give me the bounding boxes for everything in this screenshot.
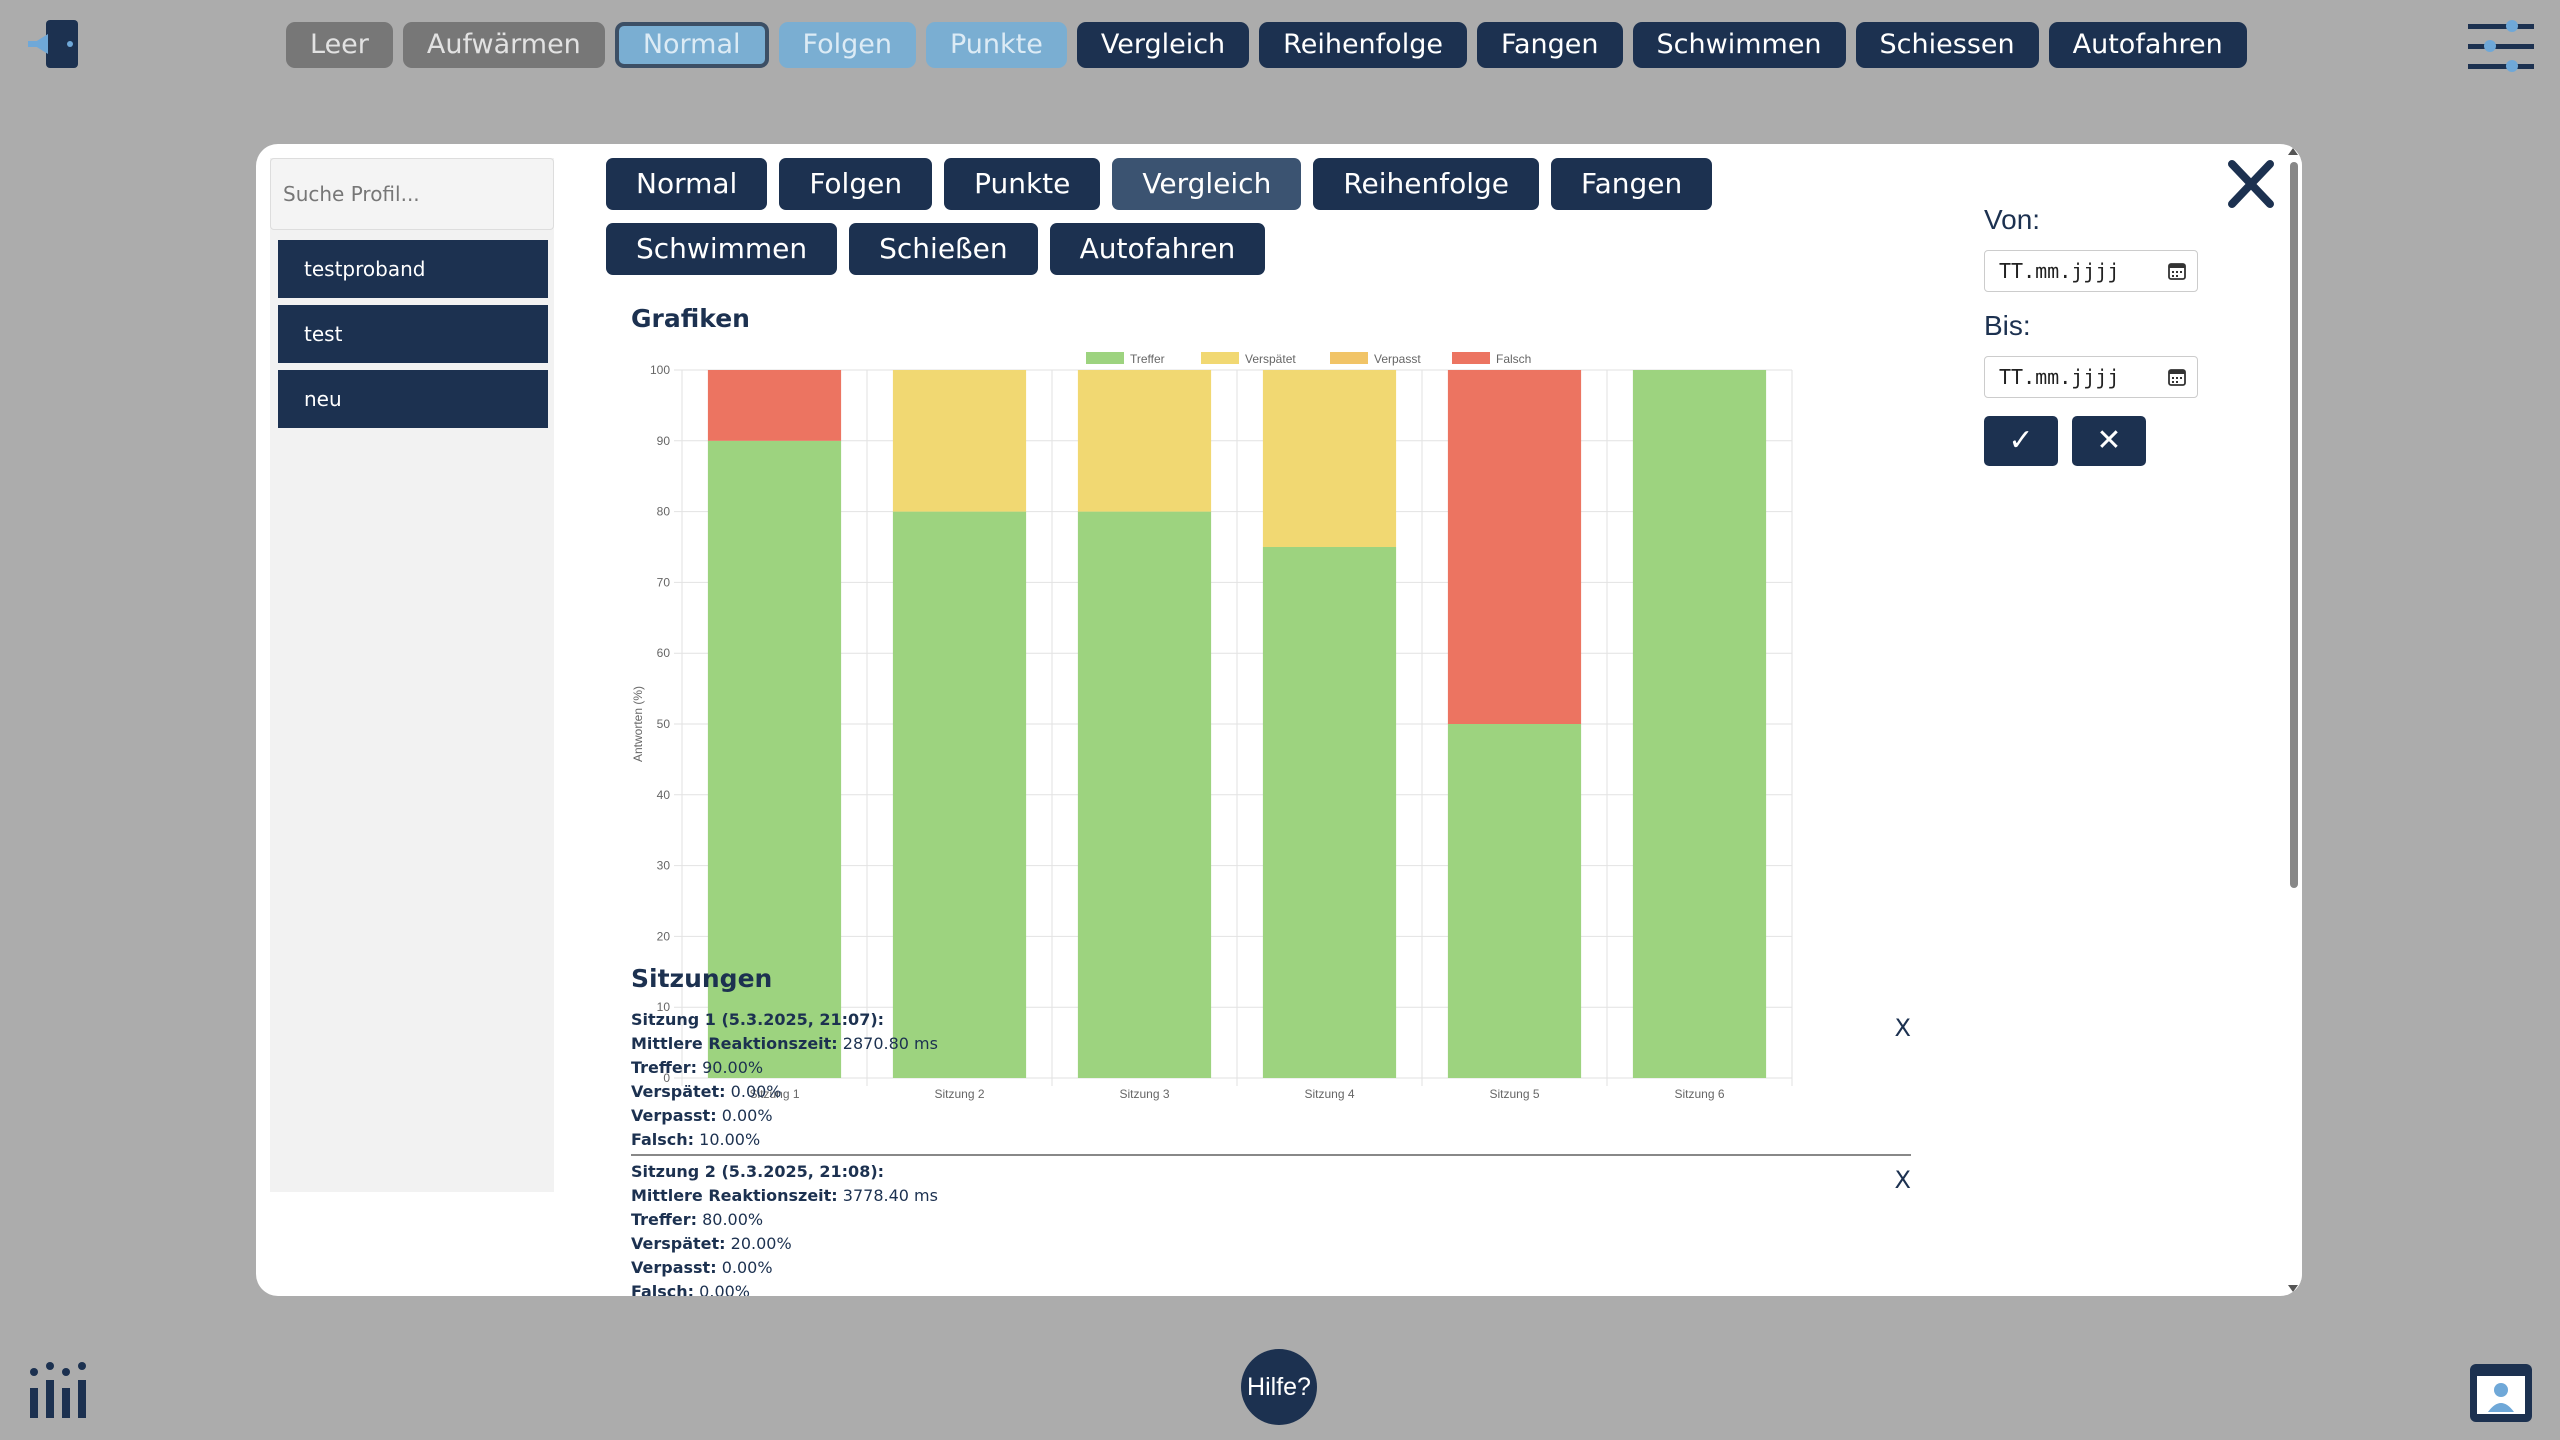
date-filter-panel: Von: TT.mm.jjjj Bis: TT.mm.jjjj ✓ ✕ [1984,204,2244,466]
from-date-input[interactable]: TT.mm.jjjj [1984,250,2198,292]
x-tick-label: Sitzung 3 [1119,1087,1169,1101]
y-tick-label: 30 [657,859,671,873]
tab-folgen[interactable]: Folgen [779,158,933,210]
legend-label: Verspätet [1245,352,1296,366]
scroll-up-arrow-icon[interactable] [2288,148,2298,155]
calendar-icon[interactable] [2167,261,2187,281]
statistics-bars-icon[interactable] [28,1362,90,1418]
y-tick-label: 20 [657,929,671,943]
statistics-modal: testproband test neu Normal Folgen Punkt… [256,144,2302,1296]
to-date-input[interactable]: TT.mm.jjjj [1984,356,2198,398]
y-tick-label: 80 [657,505,671,519]
bar-segment [1447,370,1582,724]
profile-search-input[interactable] [270,158,554,230]
mode-tabs: Normal Folgen Punkte Vergleich Reihenfol… [606,158,1946,275]
nav-reihenfolge[interactable]: Reihenfolge [1259,22,1467,68]
tab-reihenfolge[interactable]: Reihenfolge [1313,158,1540,210]
tab-normal[interactable]: Normal [606,158,768,210]
profile-sidebar: testproband test neu [270,158,554,1192]
tab-autofahren[interactable]: Autofahren [1049,223,1266,275]
bar-segment [892,370,1027,512]
x-tick-label: Sitzung 6 [1674,1087,1724,1101]
profile-card-icon[interactable] [2468,1362,2534,1424]
legend-swatch [1330,352,1368,364]
x-tick-label: Sitzung 4 [1304,1087,1354,1101]
nav-punkte[interactable]: Punkte [925,22,1067,68]
session-entry: Sitzung 2 (5.3.2025, 21:08): Mittlere Re… [631,1156,1911,1296]
nav-autofahren[interactable]: Autofahren [2048,22,2247,68]
tab-fangen[interactable]: Fangen [1551,158,1713,210]
profile-list: testproband test neu [278,240,548,435]
tab-vergleich[interactable]: Vergleich [1112,158,1302,210]
bar-segment [707,440,842,1078]
session-title: Sitzung 2 (5.3.2025, 21:08): [631,1162,885,1181]
scrollbar-thumb[interactable] [2290,162,2298,888]
sessions-title: Sitzungen [631,964,773,993]
from-label: Von: [1984,204,2041,235]
bar-segment [1262,370,1397,547]
nav-schwimmen[interactable]: Schwimmen [1632,22,1846,68]
bar-segment [1077,511,1212,1079]
y-tick-label: 70 [657,575,671,589]
profile-item[interactable]: testproband [278,240,548,298]
bar-segment [892,511,1027,1079]
nav-vergleich[interactable]: Vergleich [1076,22,1250,68]
y-tick-label: 0 [663,1071,670,1085]
apply-date-filter-button[interactable]: ✓ [1984,416,2058,466]
help-button[interactable]: Hilfe? [1241,1349,1317,1425]
stacked-bar-chart: Treffer Verspätet Verpasst Falsch 0 10 20 30 40 5… [631,352,1793,1101]
sessions-list: Sitzung 1 (5.3.2025, 21:07): Mittlere Re… [631,1004,1911,1296]
x-tick-label: Sitzung 1 [749,1087,799,1101]
exit-door-icon[interactable] [28,14,88,74]
bar-segment [1447,724,1582,1078]
y-tick-label: 90 [657,434,671,448]
tab-schwimmen[interactable]: Schwimmen [606,223,838,275]
y-tick-label: 100 [650,363,670,377]
nav-aufwaermen[interactable]: Aufwärmen [402,22,605,68]
x-tick-label: Sitzung 5 [1489,1087,1539,1101]
bar-segment [1632,370,1767,1078]
legend-swatch [1086,352,1124,364]
calendar-icon[interactable] [2167,367,2187,387]
to-date-value: TT.mm.jjjj [1999,365,2120,389]
y-tick-label: 10 [657,1000,671,1014]
y-axis-label: Antworten (%) [631,686,645,762]
legend-label: Falsch [1496,352,1531,366]
delete-session-button[interactable]: X [1894,1166,1911,1194]
nav-normal[interactable]: Normal [614,22,769,68]
tab-punkte[interactable]: Punkte [944,158,1101,210]
nav-leer[interactable]: Leer [286,22,393,68]
clear-date-filter-button[interactable]: ✕ [2072,416,2146,466]
scroll-down-arrow-icon[interactable] [2288,1285,2298,1292]
profile-item[interactable]: test [278,305,548,363]
y-tick-label: 40 [657,788,671,802]
session-title: Sitzung 1 (5.3.2025, 21:07): [631,1010,885,1029]
legend-label: Treffer [1130,352,1165,366]
modal-scrollbar[interactable] [2286,144,2302,1296]
nav-schiessen[interactable]: Schiessen [1855,22,2039,68]
y-tick-label: 50 [657,717,671,731]
delete-session-button[interactable]: X [1894,1014,1911,1042]
tab-schiessen[interactable]: Schießen [849,223,1038,275]
close-modal-icon[interactable] [2226,158,2276,210]
session-entry: Sitzung 1 (5.3.2025, 21:07): Mittlere Re… [631,1004,1911,1156]
bar-segment [1077,370,1212,512]
bar-segment [707,370,842,441]
bar-segment [1262,547,1397,1078]
to-label: Bis: [1984,310,2031,341]
legend-swatch [1201,352,1239,364]
graphs-title: Grafiken [631,304,750,333]
nav-folgen[interactable]: Folgen [778,22,916,68]
legend-label: Verpasst [1374,352,1421,366]
nav-fangen[interactable]: Fangen [1476,22,1623,68]
top-navigation: Leer Aufwärmen Normal Folgen Punkte Verg… [286,22,2247,68]
y-tick-label: 60 [657,646,671,660]
settings-sliders-icon[interactable] [2468,14,2534,78]
x-tick-label: Sitzung 2 [934,1087,984,1101]
profile-item[interactable]: neu [278,370,548,428]
from-date-value: TT.mm.jjjj [1999,259,2120,283]
legend-swatch [1452,352,1490,364]
